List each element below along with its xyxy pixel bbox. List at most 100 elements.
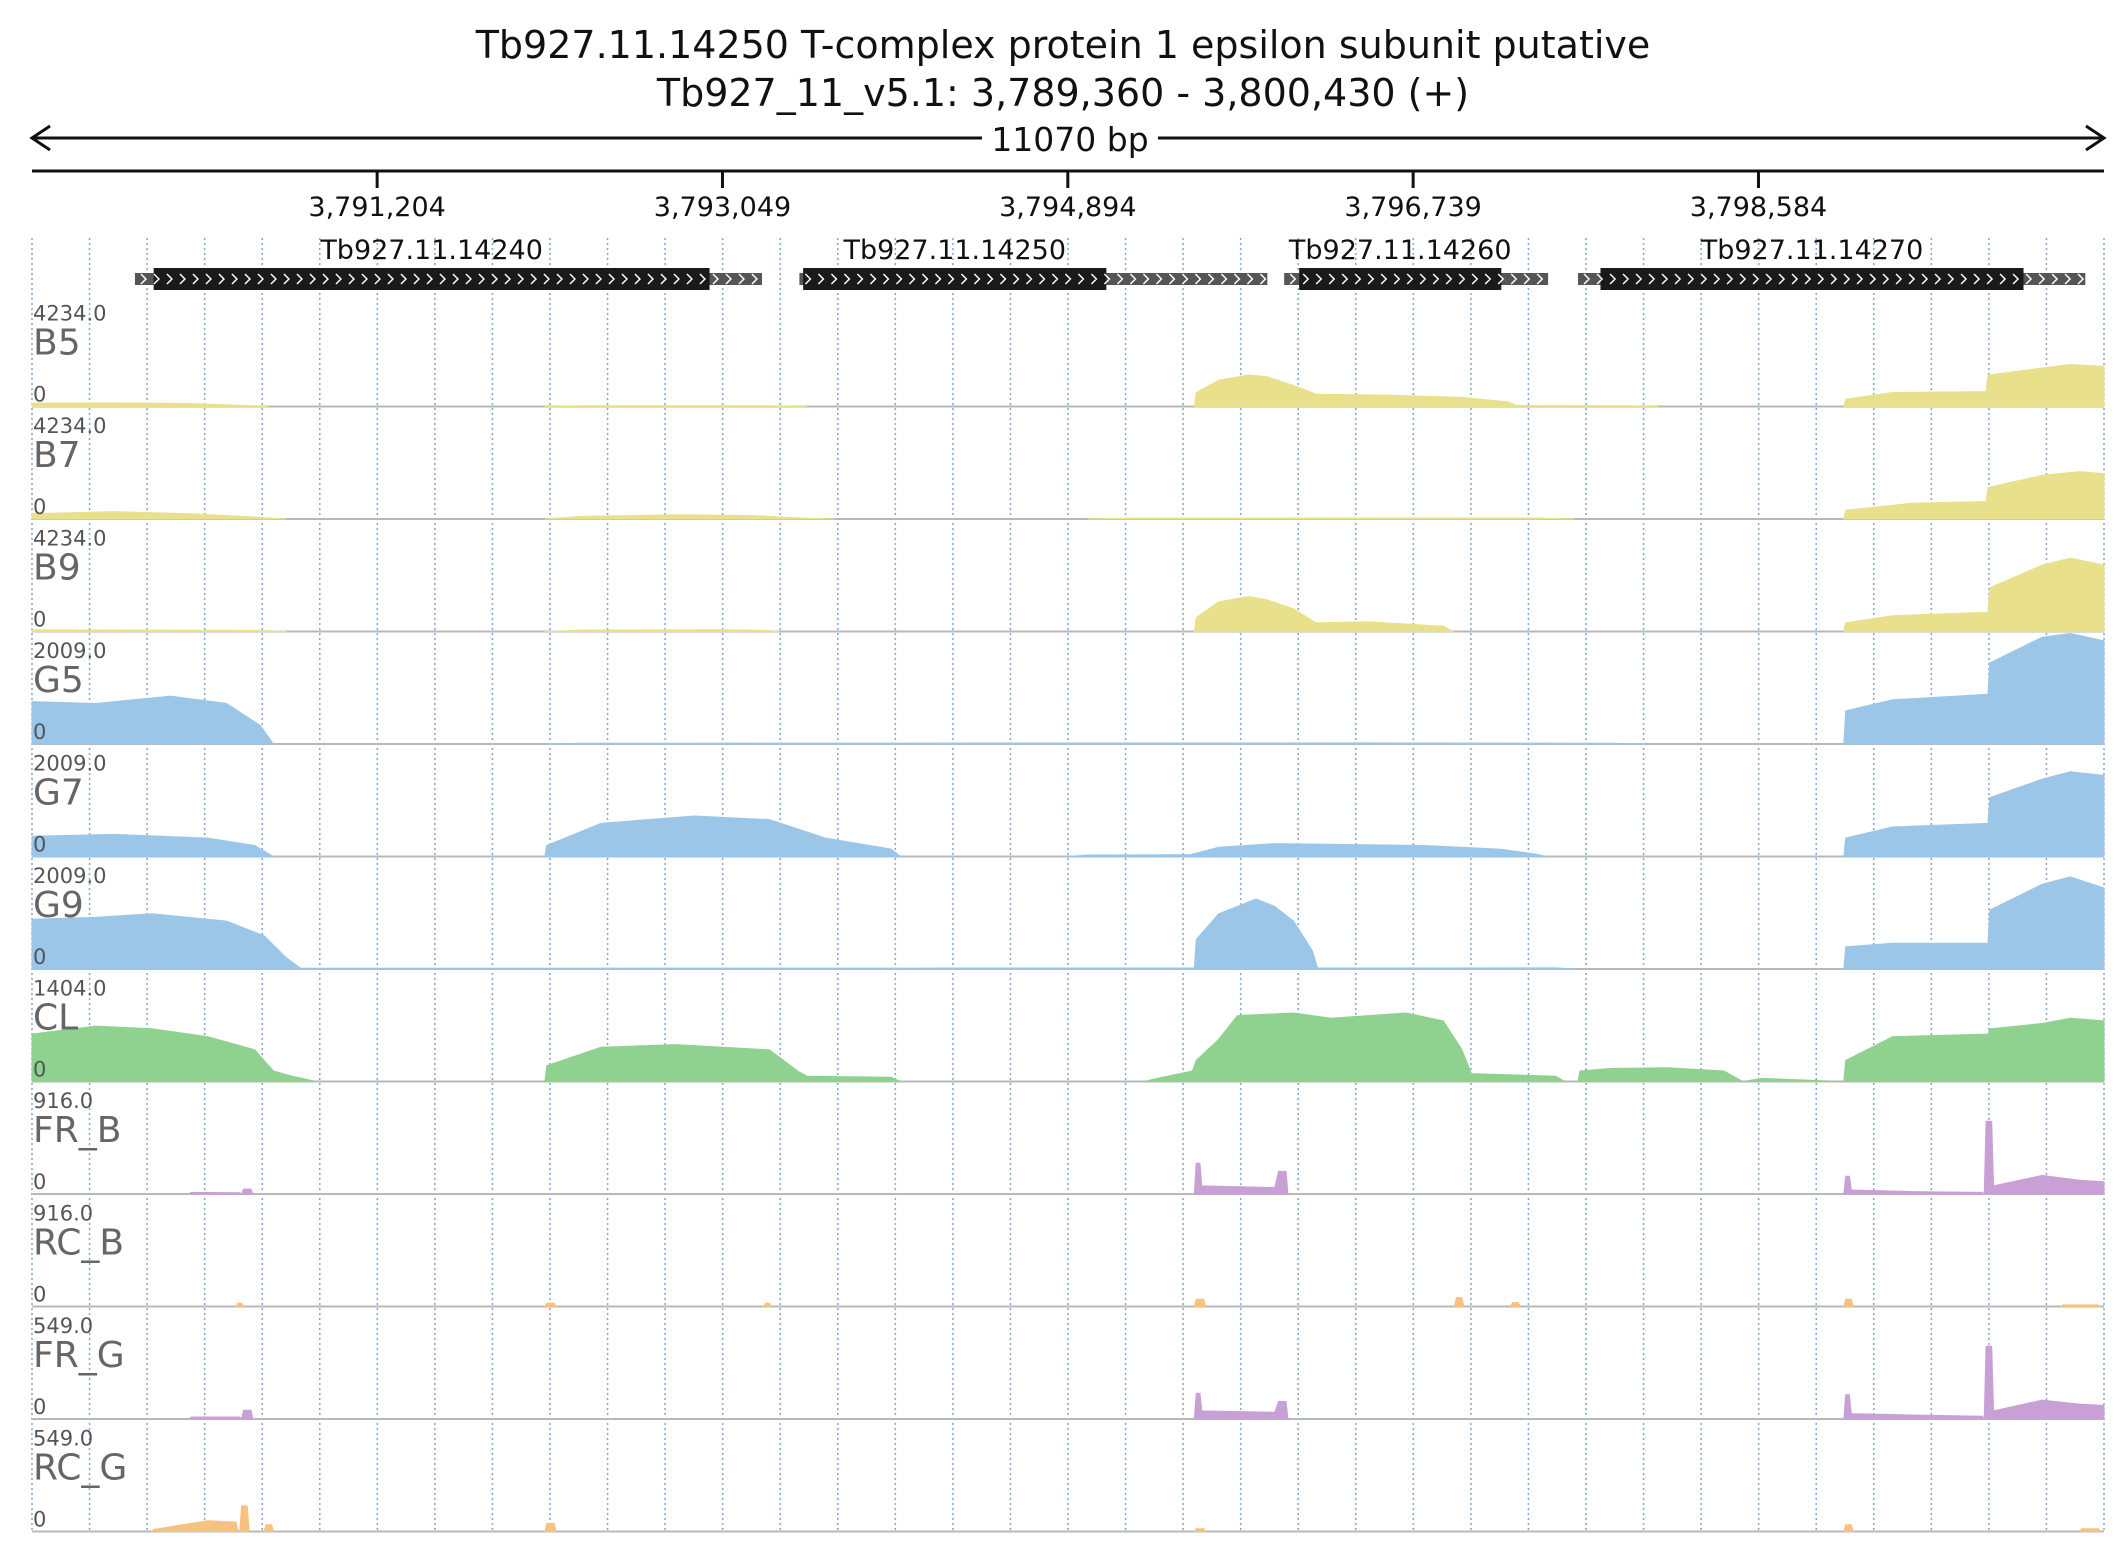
track-max-label: 4234.0 — [33, 414, 106, 438]
gene-model[interactable]: Tb927.11.14260 — [1284, 235, 1549, 290]
coverage-area — [1983, 1120, 2105, 1195]
track-min-label: 0 — [33, 720, 46, 744]
coverage-area — [31, 629, 287, 632]
coverage-area — [1193, 898, 1319, 970]
coverage-area — [1143, 1012, 1567, 1082]
axis-tick-label: 3,791,204 — [308, 192, 445, 223]
coverage-area — [1843, 1017, 2105, 1082]
gene-label: Tb927.11.14250 — [842, 235, 1066, 266]
track-min-label: 0 — [33, 1283, 46, 1307]
track-max-label: 549.0 — [33, 1314, 93, 1338]
strand-chevrons — [804, 273, 1267, 285]
coverage-area — [150, 1520, 239, 1532]
track-g7: 2009.0 0 G7 — [31, 752, 2105, 858]
track-min-label: 0 — [33, 1170, 46, 1194]
coverage-area — [1577, 1067, 1745, 1082]
track-b7: 4234.0 0 B7 — [31, 414, 2105, 520]
track-max-label: 2009.0 — [33, 864, 106, 888]
gene-label: Tb927.11.14240 — [319, 235, 543, 266]
coverage-area — [188, 1416, 243, 1420]
track-g9: 2009.0 0 G9 — [31, 864, 2105, 970]
coverage-area — [1193, 1298, 1207, 1307]
gene-model[interactable]: Tb927.11.14270 — [1578, 235, 2086, 290]
track-cl: 1404.0 0 CL — [31, 977, 2105, 1083]
span-length-label: 11070 bp — [991, 120, 1148, 159]
track-fr-g: 549.0 0 FR_G — [32, 1314, 2105, 1420]
coverage-area — [31, 913, 304, 970]
track-max-label: 4234.0 — [33, 302, 106, 326]
coverage-area — [31, 1025, 317, 1082]
coverage-area — [1087, 517, 1575, 520]
coverage-area — [544, 742, 1650, 745]
axis-tick-label: 3,794,894 — [999, 192, 1136, 223]
gene-label: Tb927.11.14260 — [1288, 235, 1512, 266]
axis-tick-label: 3,796,739 — [1344, 192, 1481, 223]
track-name: G9 — [33, 885, 84, 926]
axis-tick-label: 3,798,584 — [1690, 192, 1827, 223]
coverage-area — [544, 514, 835, 520]
coverage-area — [1843, 876, 2105, 970]
coverage-area — [235, 1302, 245, 1307]
coverage-area — [1742, 1077, 1844, 1082]
arrow-left-icon — [29, 124, 51, 152]
region-subtitle: Tb927_11_v5.1: 3,789,360 - 3,800,430 (+) — [656, 71, 1470, 115]
coverage-area — [1843, 632, 2105, 745]
gene-model[interactable]: Tb927.11.14250 — [799, 235, 1268, 290]
coverage-area — [1983, 1345, 2105, 1420]
coverage-area — [1843, 1524, 1854, 1532]
coverage-area — [1843, 1394, 1986, 1420]
track-b9: 4234.0 0 B9 — [31, 527, 2105, 633]
track-rc-g: 549.0 0 RC_G — [32, 1427, 2104, 1533]
track-rc-b: 916.0 0 RC_B — [32, 1202, 2104, 1308]
coverage-area — [2059, 1304, 2102, 1307]
axis-tick-label: 3,793,049 — [654, 192, 791, 223]
coverage-area — [1193, 1528, 1207, 1532]
track-min-label: 0 — [33, 833, 46, 857]
coverage-area — [31, 695, 275, 745]
coverage-area — [1193, 1392, 1289, 1420]
coverage-area — [187, 1191, 244, 1195]
coverage-area — [762, 1302, 773, 1307]
coverage-area — [1843, 771, 2105, 857]
track-min-label: 0 — [33, 1058, 46, 1082]
coverage-area — [31, 833, 276, 857]
track-min-label: 0 — [33, 383, 46, 407]
track-max-label: 1404.0 — [33, 977, 106, 1001]
strand-chevrons — [1583, 273, 2085, 285]
coverage-area — [282, 967, 1575, 970]
coverage-area — [1843, 1175, 1986, 1195]
coverage-area — [263, 1524, 275, 1532]
track-name: B5 — [33, 323, 81, 364]
strand-chevrons — [1289, 273, 1544, 285]
track-max-label: 916.0 — [33, 1202, 93, 1226]
coverage-area — [1843, 1298, 1854, 1307]
track-b5: 4234.0 0 B5 — [31, 302, 2105, 408]
track-max-label: 549.0 — [33, 1427, 93, 1451]
chart-title: Tb927.11.14250 T-complex protein 1 epsil… — [475, 23, 1651, 67]
track-name: G5 — [33, 660, 84, 701]
coverage-area — [1453, 1297, 1465, 1307]
track-min-label: 0 — [33, 608, 46, 632]
track-name: RC_G — [33, 1448, 127, 1489]
track-name: FR_G — [33, 1335, 125, 1376]
track-name: RC_B — [33, 1223, 124, 1264]
arrow-right-icon — [2085, 124, 2107, 152]
track-name: B9 — [33, 548, 81, 589]
coverage-area — [1193, 1162, 1289, 1195]
strand-chevrons — [140, 273, 759, 285]
coverage-area — [1068, 843, 1547, 857]
coverage-area — [1509, 1301, 1521, 1307]
track-fr-b: 916.0 0 FR_B — [32, 1089, 2105, 1195]
coverage-area — [1843, 557, 2105, 632]
track-name: G7 — [33, 773, 84, 814]
coverage-area — [1193, 374, 1519, 407]
coverage-area — [31, 511, 287, 520]
gene-model[interactable]: Tb927.11.14240 — [134, 235, 762, 290]
coverage-area — [544, 405, 807, 407]
coverage-area — [1193, 596, 1455, 632]
coverage-area — [240, 1188, 254, 1195]
track-name: FR_B — [33, 1110, 121, 1151]
coverage-area — [239, 1505, 250, 1532]
track-max-label: 916.0 — [33, 1089, 93, 1113]
